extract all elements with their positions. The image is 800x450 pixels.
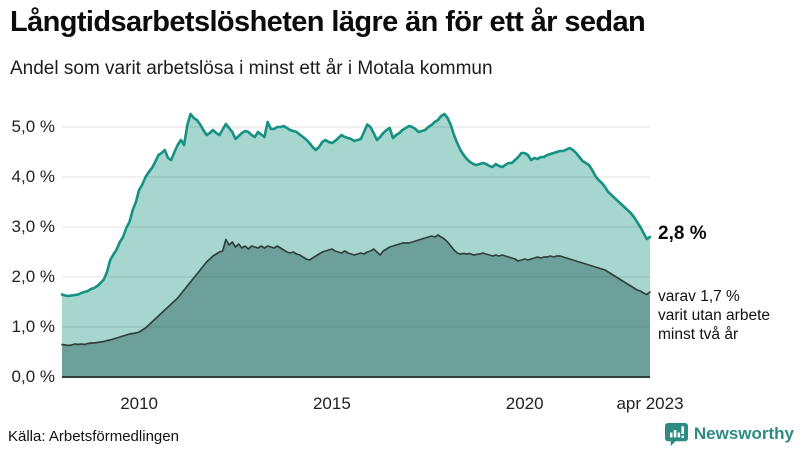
series-line-0 bbox=[60, 112, 652, 298]
newsworthy-wordmark: Newsworthy bbox=[693, 424, 794, 443]
newsworthy-branding: Newsworthy bbox=[664, 422, 794, 446]
source-credit: Källa: Arbetsförmedlingen bbox=[8, 428, 179, 445]
x-tick-label: 2010 bbox=[120, 394, 159, 413]
x-tick-label: 2015 bbox=[312, 394, 351, 413]
y-tick-label: 0,0 % bbox=[11, 367, 55, 386]
series-end-label-total: 2,8 % bbox=[658, 223, 707, 244]
y-tick-label: 1,0 % bbox=[11, 317, 55, 336]
series-line-1 bbox=[61, 234, 651, 347]
annotation-line: minst två år bbox=[658, 326, 739, 343]
chart-subtitle: Andel som varit arbetslösa i minst ett å… bbox=[10, 58, 493, 79]
series-end-label-subset: varav 1,7 % varit utan arbete minst två … bbox=[658, 287, 770, 344]
x-tick-label: 2020 bbox=[505, 394, 544, 413]
annotation-line: varav 1,7 % bbox=[658, 288, 740, 305]
chart-title: Långtidsarbetslösheten lägre än för ett … bbox=[10, 6, 646, 38]
x-tick-label: apr 2023 bbox=[616, 394, 684, 413]
y-tick-label: 3,0 % bbox=[11, 217, 55, 236]
y-tick-label: 5,0 % bbox=[11, 117, 55, 136]
area-fill-1 bbox=[62, 235, 650, 377]
y-tick-label: 2,0 % bbox=[11, 267, 55, 286]
y-tick-label: 4,0 % bbox=[11, 167, 55, 186]
newsworthy-logo-icon bbox=[664, 422, 688, 446]
annotation-line: varit utan arbete bbox=[658, 307, 771, 324]
